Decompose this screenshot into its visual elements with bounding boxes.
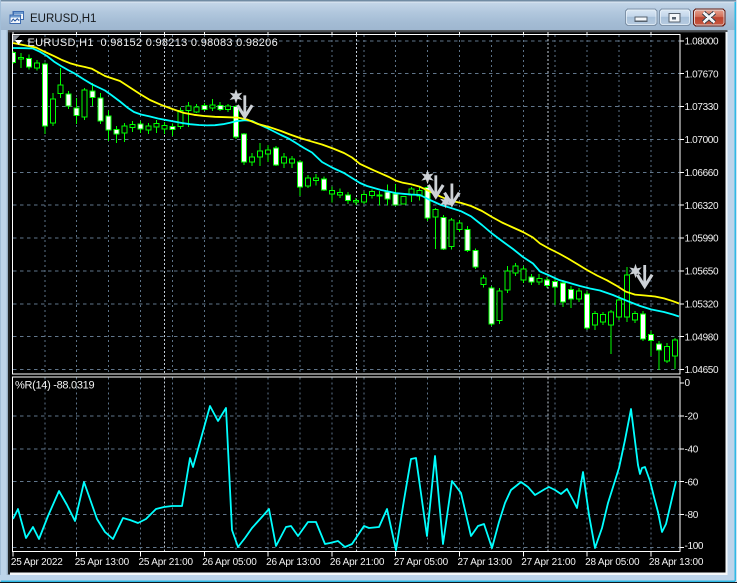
svg-text:0: 0 bbox=[685, 378, 691, 389]
svg-text:-60: -60 bbox=[685, 477, 699, 488]
svg-text:1.05990: 1.05990 bbox=[685, 234, 719, 245]
svg-text:1.05650: 1.05650 bbox=[685, 267, 719, 278]
svg-text:27 Apr 21:00: 27 Apr 21:00 bbox=[521, 557, 576, 568]
svg-text:-40: -40 bbox=[685, 444, 699, 455]
svg-text:%R(14) -88.0319: %R(14) -88.0319 bbox=[15, 380, 94, 392]
svg-text:1.07000: 1.07000 bbox=[685, 135, 719, 146]
svg-text:25 Apr 2022: 25 Apr 2022 bbox=[11, 557, 63, 568]
svg-text:26 Apr 21:00: 26 Apr 21:00 bbox=[330, 557, 385, 568]
svg-text:25 Apr 13:00: 25 Apr 13:00 bbox=[75, 557, 130, 568]
svg-text:1.08000: 1.08000 bbox=[685, 36, 719, 47]
svg-text:1.07330: 1.07330 bbox=[685, 102, 719, 113]
svg-text:1.07670: 1.07670 bbox=[685, 69, 719, 80]
svg-text:28 Apr 13:00: 28 Apr 13:00 bbox=[649, 557, 704, 568]
svg-text:1.06320: 1.06320 bbox=[685, 201, 719, 212]
svg-text:26 Apr 05:00: 26 Apr 05:00 bbox=[202, 557, 257, 568]
svg-text:1.05320: 1.05320 bbox=[685, 299, 719, 310]
svg-text:25 Apr 21:00: 25 Apr 21:00 bbox=[139, 557, 194, 568]
svg-text:-20: -20 bbox=[685, 412, 699, 423]
svg-text:EURUSD,H1 0.98152 0.98213 0.9: EURUSD,H1 0.98152 0.98213 0.98083 0.9820… bbox=[28, 37, 279, 49]
svg-text:27 Apr 05:00: 27 Apr 05:00 bbox=[394, 557, 449, 568]
svg-text:1.06660: 1.06660 bbox=[685, 168, 719, 179]
svg-text:28 Apr 05:00: 28 Apr 05:00 bbox=[585, 557, 640, 568]
svg-text:-80: -80 bbox=[685, 510, 699, 521]
svg-text:EURUSD,H1: EURUSD,H1 bbox=[30, 13, 96, 25]
svg-text:26 Apr 13:00: 26 Apr 13:00 bbox=[266, 557, 321, 568]
svg-text:-100: -100 bbox=[685, 541, 704, 552]
svg-text:1.04980: 1.04980 bbox=[685, 332, 719, 343]
svg-text:27 Apr 13:00: 27 Apr 13:00 bbox=[458, 557, 513, 568]
svg-text:1.04650: 1.04650 bbox=[685, 365, 719, 376]
